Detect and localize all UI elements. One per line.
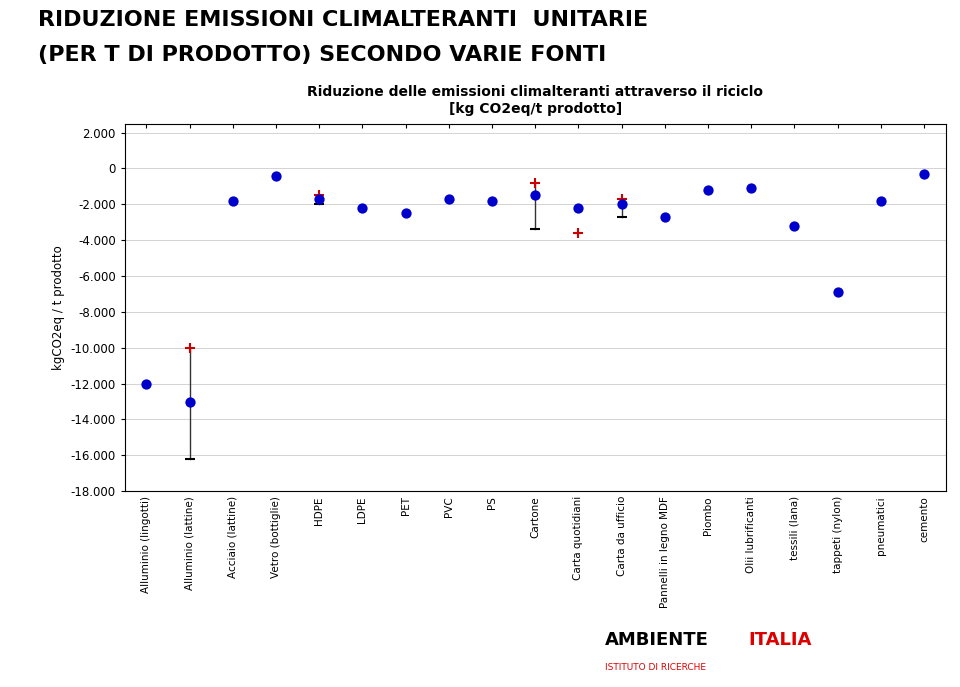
Title: Riduzione delle emissioni climalteranti attraverso il riciclo
[kg CO2eq/t prodot: Riduzione delle emissioni climalteranti … [307,85,763,115]
Text: ISTITUTO DI RICERCHE: ISTITUTO DI RICERCHE [605,663,706,672]
Point [181,396,198,407]
Point [398,207,414,218]
Text: ITALIA: ITALIA [749,631,812,649]
Text: AMBIENTE: AMBIENTE [605,631,708,649]
Point [225,195,240,206]
Point [657,212,672,223]
Point [311,194,326,205]
Y-axis label: kgCO2eq / t prodotto: kgCO2eq / t prodotto [52,245,65,370]
Point [527,190,542,201]
Point [138,378,154,389]
Point [613,199,629,210]
Point [441,194,457,205]
Point [484,195,499,206]
Point [874,195,889,206]
Point [700,185,715,196]
Text: RIDUZIONE EMISSIONI CLIMALTERANTI  UNITARIE: RIDUZIONE EMISSIONI CLIMALTERANTI UNITAR… [38,10,649,30]
Point [570,203,586,214]
Point [916,168,931,179]
Point [268,170,284,181]
Point [743,183,758,194]
Point [786,221,802,232]
Point [354,203,370,214]
Text: (PER T DI PRODOTTO) SECONDO VARIE FONTI: (PER T DI PRODOTTO) SECONDO VARIE FONTI [38,45,607,65]
Point [829,286,845,297]
